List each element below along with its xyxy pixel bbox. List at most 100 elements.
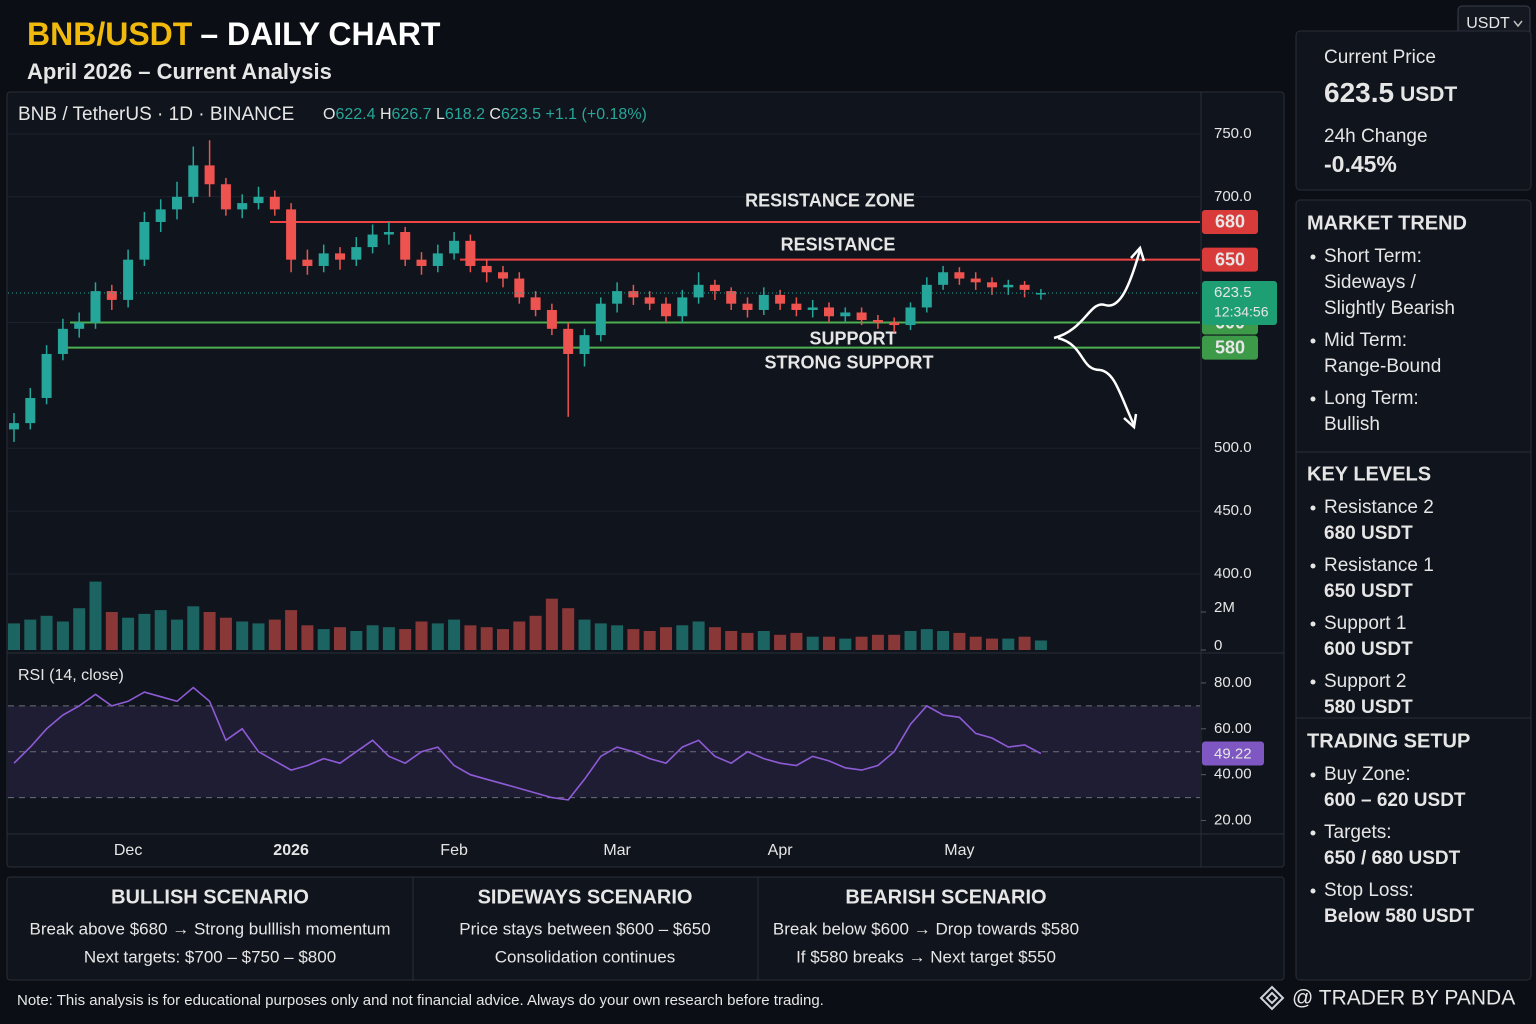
candle-body <box>514 278 525 298</box>
last-price-tag <box>1202 280 1277 325</box>
item-label: Short Term: <box>1324 246 1422 267</box>
rsi-tag-label: 49.22 <box>1214 745 1252 762</box>
level-tag-label: 650 <box>1215 249 1245 269</box>
volume-bar <box>268 619 281 650</box>
item-value: 680 USDT <box>1324 523 1413 544</box>
current-price-label: Current Price <box>1324 47 1436 68</box>
level-tag <box>1202 247 1258 272</box>
scenario-line: Next targets: $700 – $750 – $800 <box>84 947 336 966</box>
candle-body <box>921 284 932 308</box>
candle-body <box>1035 292 1046 295</box>
current-price-unit: USDT <box>1400 83 1457 106</box>
ohlc-prefix: H <box>380 106 392 123</box>
candle-body <box>188 165 199 197</box>
volume-bar <box>529 615 542 650</box>
candle-body <box>872 320 883 323</box>
y-tick-label: 450.0 <box>1214 502 1252 519</box>
candle-body <box>661 303 671 317</box>
item-label: Long Term: <box>1324 388 1419 409</box>
item-value: 580 USDT <box>1324 697 1413 718</box>
candle-body <box>465 240 476 266</box>
volume-bar <box>40 615 53 650</box>
candle-body <box>1019 284 1030 290</box>
item-label: Resistance 1 <box>1324 555 1434 576</box>
volume-bar <box>774 634 787 650</box>
candle-body <box>628 291 639 298</box>
candle-body <box>286 209 297 260</box>
y-tick-label: 700.0 <box>1214 188 1252 205</box>
volume-bar <box>448 619 461 650</box>
level-label: RESISTANCE <box>781 234 896 254</box>
candle-body <box>742 303 753 310</box>
volume-bar <box>627 629 640 650</box>
item-label: Buy Zone: <box>1324 764 1411 785</box>
candle-body <box>905 307 916 326</box>
candle-body <box>677 297 688 317</box>
section-title: MARKET TREND <box>1307 212 1467 234</box>
rsi-tag <box>1202 741 1264 766</box>
volume-bar <box>823 636 835 650</box>
level-tag-label: 580 <box>1215 337 1245 357</box>
bullet <box>1310 338 1316 344</box>
volume-bar <box>741 632 754 650</box>
volume-bar <box>725 631 738 650</box>
candle-body <box>775 294 786 304</box>
level-label: STRONG SUPPORT <box>764 352 933 372</box>
volume-bar <box>676 625 689 650</box>
volume-tick-label: 0 <box>1214 637 1222 654</box>
watermark-icon <box>1259 985 1285 1011</box>
arrow-head <box>1123 413 1138 430</box>
scenario-line: Price stays between $600 – $650 <box>459 919 710 938</box>
volume-bar <box>513 621 526 650</box>
volume-bar <box>138 613 151 650</box>
volume-bar <box>953 632 966 650</box>
candle-body <box>302 259 313 266</box>
volume-bar <box>56 621 69 650</box>
candle-body <box>90 291 101 323</box>
ohlc-readout: O622.4 H626.7 L618.2 C623.5 +1.1 (+0.18%… <box>323 106 647 123</box>
rsi-line <box>13 686 1042 801</box>
volume-bar <box>187 606 200 650</box>
candle-body <box>938 272 949 285</box>
candle-body <box>595 303 606 336</box>
item-value: Range-Bound <box>1324 356 1441 377</box>
ohlc-prefix: C <box>489 106 501 123</box>
volume-bar <box>545 598 558 650</box>
volume-bar <box>480 627 493 650</box>
candle-body <box>449 240 460 254</box>
item-label: Resistance 2 <box>1324 497 1434 518</box>
candle-body <box>726 291 737 304</box>
scenario-title: BULLISH SCENARIO <box>111 886 309 908</box>
volume-bar <box>89 581 102 650</box>
candle-body <box>579 335 590 354</box>
volume-bar <box>757 631 770 650</box>
bullet <box>1310 505 1316 511</box>
x-tick-label: Dec <box>114 842 142 859</box>
scenario-title: SIDEWAYS SCENARIO <box>478 886 693 908</box>
candle-body <box>546 309 557 329</box>
item-value: 600 USDT <box>1324 639 1413 660</box>
candle-body <box>139 221 150 260</box>
ohlc-value: 622.4 <box>335 106 375 123</box>
rsi-tick-label: 20.00 <box>1214 812 1252 829</box>
candle-body <box>709 284 720 292</box>
current-price: 623.5 USDT <box>1324 77 1457 108</box>
y-tick-label: 400.0 <box>1214 565 1252 582</box>
volume-bar <box>806 636 819 650</box>
candle-body <box>824 307 834 317</box>
volume-bar <box>219 617 232 650</box>
candle-body <box>155 209 166 222</box>
volume-bar <box>382 627 395 650</box>
volume-bar <box>122 617 135 650</box>
level-tag <box>1202 209 1258 234</box>
candle-body <box>954 272 965 279</box>
scenario-line: Consolidation continues <box>495 947 676 966</box>
item-value: 650 / 680 USDT <box>1324 848 1461 869</box>
item-value: Sideways / <box>1324 272 1417 293</box>
x-tick-label: 2026 <box>273 842 309 859</box>
bullet <box>1310 621 1316 627</box>
volume-bar <box>660 627 672 650</box>
currency-button-label[interactable]: USDT <box>1466 15 1510 32</box>
candle-body <box>987 282 997 288</box>
candle-body <box>644 297 655 304</box>
